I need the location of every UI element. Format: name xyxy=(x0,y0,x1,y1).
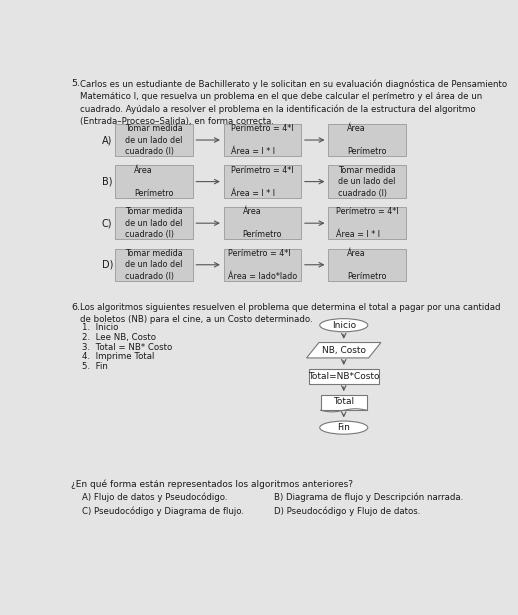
Text: D): D) xyxy=(102,260,113,270)
FancyBboxPatch shape xyxy=(115,124,193,156)
Text: Carlos es un estudiante de Bachillerato y le solicitan en su evaluación diagnóst: Carlos es un estudiante de Bachillerato … xyxy=(80,79,507,126)
Text: B): B) xyxy=(102,177,112,186)
Text: NB, Costo: NB, Costo xyxy=(322,346,366,355)
FancyBboxPatch shape xyxy=(224,248,301,281)
FancyBboxPatch shape xyxy=(328,165,406,198)
Text: C) Pseudocódigo y Diagrama de flujo.: C) Pseudocódigo y Diagrama de flujo. xyxy=(82,507,244,516)
FancyBboxPatch shape xyxy=(321,395,367,410)
Text: Total=NB*Costo: Total=NB*Costo xyxy=(308,372,380,381)
FancyBboxPatch shape xyxy=(309,369,379,384)
Text: A): A) xyxy=(102,135,112,145)
Text: Tomar medida
de un lado del
cuadrado (l): Tomar medida de un lado del cuadrado (l) xyxy=(125,207,183,239)
Text: Perímetro = 4*l

Área = l * l: Perímetro = 4*l Área = l * l xyxy=(336,207,398,239)
Text: D) Pseudocódigo y Flujo de datos.: D) Pseudocódigo y Flujo de datos. xyxy=(274,507,421,516)
FancyBboxPatch shape xyxy=(328,124,406,156)
Text: Los algoritmos siguientes resuelven el problema que determina el total a pagar p: Los algoritmos siguientes resuelven el p… xyxy=(80,303,501,324)
Text: Área

Perímetro: Área Perímetro xyxy=(242,207,282,239)
FancyBboxPatch shape xyxy=(115,248,193,281)
Text: Tomar medida
de un lado del
cuadrado (l): Tomar medida de un lado del cuadrado (l) xyxy=(125,249,183,280)
Text: 6.: 6. xyxy=(71,303,80,312)
FancyBboxPatch shape xyxy=(115,207,193,239)
Text: B) Diagrama de flujo y Descripción narrada.: B) Diagrama de flujo y Descripción narra… xyxy=(274,493,463,502)
Text: 3.  Total = NB* Costo: 3. Total = NB* Costo xyxy=(82,343,172,352)
Text: Área

Perímetro: Área Perímetro xyxy=(134,165,174,197)
FancyBboxPatch shape xyxy=(115,165,193,198)
Text: Tomar medida
de un lado del
cuadrado (l): Tomar medida de un lado del cuadrado (l) xyxy=(338,165,396,197)
FancyBboxPatch shape xyxy=(224,207,301,239)
Ellipse shape xyxy=(320,421,368,434)
Text: ¿En qué forma están representados los algoritmos anteriores?: ¿En qué forma están representados los al… xyxy=(71,480,353,489)
Text: Área

Perímetro: Área Perímetro xyxy=(347,249,387,280)
Text: 2.  Lee NB, Costo: 2. Lee NB, Costo xyxy=(82,333,156,342)
FancyBboxPatch shape xyxy=(328,207,406,239)
Text: 1.  Inicio: 1. Inicio xyxy=(82,323,118,332)
FancyBboxPatch shape xyxy=(224,124,301,156)
Text: 5.  Fin: 5. Fin xyxy=(82,362,108,371)
Text: C): C) xyxy=(102,218,112,228)
Text: 4.  Imprime Total: 4. Imprime Total xyxy=(82,352,154,361)
Text: Fin: Fin xyxy=(337,423,350,432)
Text: Inicio: Inicio xyxy=(332,320,356,330)
Text: A) Flujo de datos y Pseudocódigo.: A) Flujo de datos y Pseudocódigo. xyxy=(82,493,227,502)
Text: 5.: 5. xyxy=(71,79,80,88)
Polygon shape xyxy=(307,343,381,358)
Text: Perímetro = 4*l

Área = lado*lado: Perímetro = 4*l Área = lado*lado xyxy=(228,249,297,280)
Text: Total: Total xyxy=(333,397,354,407)
FancyBboxPatch shape xyxy=(328,248,406,281)
Ellipse shape xyxy=(320,319,368,331)
Text: Tomar medida
de un lado del
cuadrado (l): Tomar medida de un lado del cuadrado (l) xyxy=(125,124,183,156)
Text: Perímetro = 4*l

Área = l * l: Perímetro = 4*l Área = l * l xyxy=(231,124,294,156)
Text: Perímetro = 4*l

Área = l * l: Perímetro = 4*l Área = l * l xyxy=(231,165,294,197)
FancyBboxPatch shape xyxy=(224,165,301,198)
Text: Área

Perímetro: Área Perímetro xyxy=(347,124,387,156)
